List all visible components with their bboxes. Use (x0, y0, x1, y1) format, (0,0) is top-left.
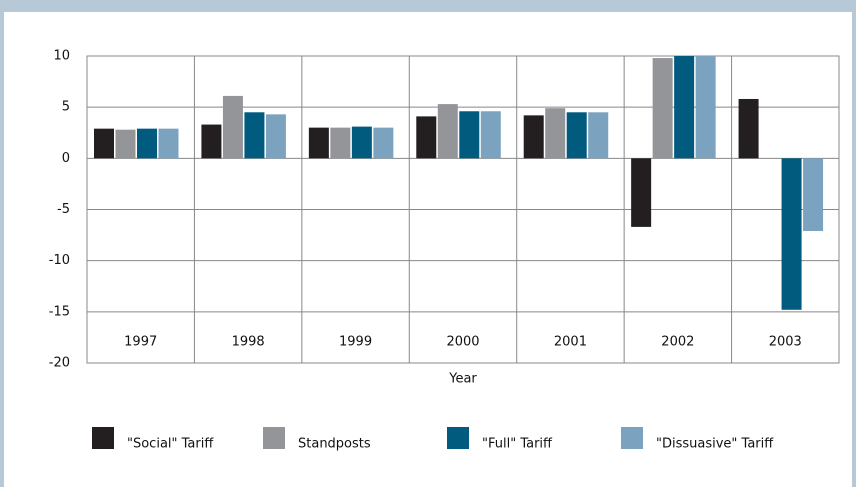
bar (265, 114, 286, 159)
legend-swatch (447, 427, 469, 449)
legend-label: "Social" Tariff (127, 437, 214, 452)
bar (674, 56, 695, 159)
right-border (852, 0, 856, 487)
bar (781, 158, 802, 310)
legend-label: Standposts (298, 437, 371, 452)
bar (631, 158, 652, 227)
bar (545, 108, 566, 159)
bar (566, 112, 587, 159)
x-tick-label: 2002 (661, 335, 694, 350)
bar (480, 111, 501, 159)
header-band (0, 0, 856, 12)
y-tick-label: -10 (49, 253, 70, 268)
bar (695, 56, 716, 159)
plot-frame (86, 55, 840, 364)
legend-label: "Dissuasive" Tariff (656, 437, 774, 452)
legend-swatch (92, 427, 114, 449)
x-tick-label: 2003 (769, 335, 802, 350)
y-tick-label: 5 (62, 100, 70, 115)
y-tick-label: 10 (53, 49, 70, 64)
x-tick-label: 2001 (554, 335, 587, 350)
legend-swatch (621, 427, 643, 449)
bar (137, 128, 157, 159)
x-tick-label: 2000 (446, 335, 479, 350)
x-tick-label: 1999 (339, 335, 372, 350)
bar (588, 112, 609, 159)
y-tick-label: -5 (57, 202, 70, 217)
bar (308, 127, 329, 159)
x-tick-label: 1998 (232, 335, 265, 350)
legend-label: "Full" Tariff (482, 437, 553, 452)
bar (652, 58, 673, 159)
y-tick-label: 0 (62, 151, 70, 166)
y-tick-label: -15 (49, 304, 70, 319)
y-tick-label: -20 (49, 356, 70, 371)
bar (201, 124, 222, 159)
bar (244, 112, 265, 159)
left-border (0, 0, 4, 487)
bar (94, 128, 114, 159)
bar (459, 111, 480, 159)
bar (373, 127, 394, 159)
bar (738, 98, 759, 159)
bar (437, 104, 458, 159)
bar (351, 126, 372, 159)
bar (115, 129, 136, 159)
legend-swatch (263, 427, 285, 449)
bar (416, 116, 437, 159)
x-tick-label: 1997 (124, 335, 157, 350)
bar (222, 95, 243, 159)
x-axis-title: Year (448, 372, 477, 387)
bar (330, 127, 351, 159)
bar (803, 158, 824, 231)
bar (158, 128, 179, 159)
bar (523, 115, 544, 159)
